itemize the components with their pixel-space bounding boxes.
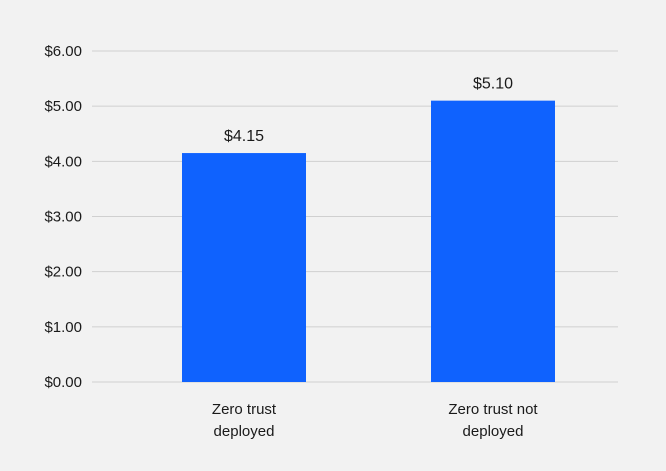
y-tick-label: $0.00 <box>44 374 82 391</box>
y-axis-tick-labels: $0.00 $1.00 $2.00 $3.00 $4.00 $5.00 $6.00 <box>44 43 82 391</box>
category-label: deployed <box>463 423 524 440</box>
y-tick-label: $3.00 <box>44 209 82 226</box>
data-labels: $4.15 $5.10 <box>224 76 513 145</box>
y-tick-label: $2.00 <box>44 264 82 281</box>
x-axis-category-labels: Zero trust deployed Zero trust not deployed <box>212 401 539 440</box>
y-tick-label: $4.00 <box>44 153 82 170</box>
data-label: $5.10 <box>473 76 513 93</box>
bar <box>182 153 306 382</box>
data-label: $4.15 <box>224 128 264 145</box>
category-label: deployed <box>214 423 275 440</box>
y-tick-label: $5.00 <box>44 98 82 115</box>
gridlines <box>92 50 618 383</box>
y-tick-label: $6.00 <box>44 43 82 60</box>
bar <box>431 100 555 383</box>
category-label: Zero trust <box>212 401 277 418</box>
category-label: Zero trust not <box>448 401 538 418</box>
bars <box>182 100 555 383</box>
y-tick-label: $1.00 <box>44 319 82 336</box>
